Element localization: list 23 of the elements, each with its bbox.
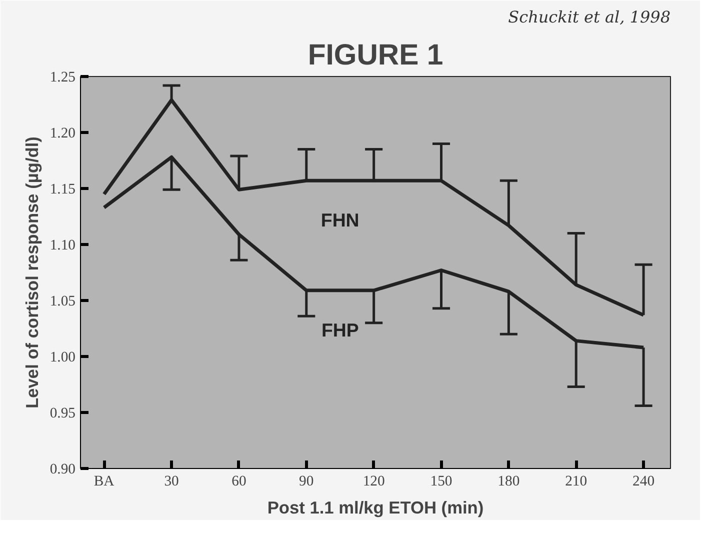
x-tick-label: 210 bbox=[565, 474, 588, 490]
y-tick-label: 1.00 bbox=[50, 350, 76, 366]
y-tick-label: 1.20 bbox=[50, 126, 76, 142]
x-tick-label: 150 bbox=[430, 474, 452, 490]
y-tick-label: 1.10 bbox=[50, 238, 76, 254]
x-tick-label: 90 bbox=[299, 474, 314, 490]
x-tick-label: 240 bbox=[632, 474, 655, 490]
y-axis-title: Level of cortisol response (µg/dl) bbox=[22, 136, 42, 408]
y-tick-label: 0.90 bbox=[50, 462, 76, 478]
x-tick-label: 180 bbox=[498, 474, 520, 490]
y-tick-label: 1.05 bbox=[50, 294, 76, 310]
series-label: FHP bbox=[321, 319, 359, 340]
x-tick-label: 30 bbox=[164, 474, 179, 490]
x-tick-label: 120 bbox=[362, 474, 385, 490]
x-axis-title: Post 1.1 ml/kg ETOH (min) bbox=[267, 498, 484, 518]
y-tick-label: 1.15 bbox=[50, 182, 76, 198]
y-tick-label: 1.25 bbox=[50, 70, 76, 86]
chart-title: FIGURE 1 bbox=[308, 38, 444, 72]
y-tick-label: 0.95 bbox=[50, 406, 76, 422]
text: Schuckit et al, 1998 bbox=[508, 8, 671, 26]
x-tick-label: BA bbox=[94, 474, 115, 490]
x-tick-label: 60 bbox=[232, 474, 246, 490]
series-label: FHN bbox=[320, 210, 360, 231]
